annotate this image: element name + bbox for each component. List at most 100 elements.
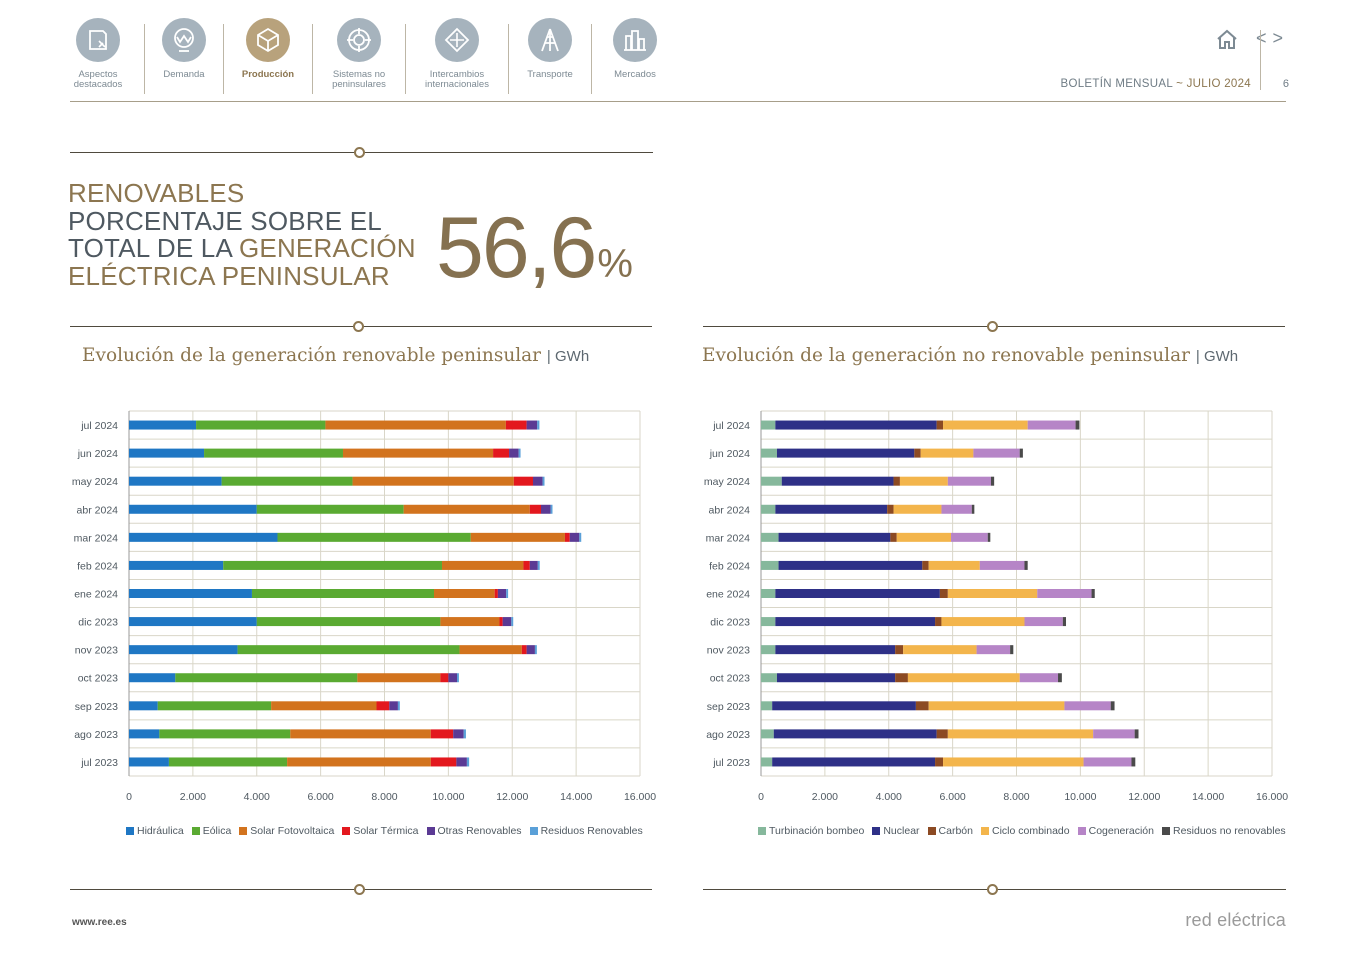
renewable-legend-item: Eólica [191,825,231,837]
header-divider [1260,30,1261,90]
renewable-bar-segment [513,476,534,486]
renewable-unit-text: GWh [555,348,590,365]
renewable-bar-segment [453,729,464,739]
renewable-bar-segment [526,420,538,430]
nonrenewable-bar-segment [936,420,944,430]
nav-item-transporte[interactable]: Transporte [519,18,581,80]
nonrenewable-bar-segment [775,617,936,627]
chevron-right-icon[interactable]: > [1272,28,1289,48]
renewable-legend-item: Otras Renovables [426,825,522,837]
nonrenewable-bar-segment [973,448,1020,458]
nonrenewable-legend-item: Cogeneración [1077,825,1154,837]
nav-item-label: Mercados [614,69,656,80]
nonrenewable-bar-segment [899,476,948,486]
nonrenewable-bar-segment [928,560,980,570]
renewable-category-label: abr 2024 [77,504,119,516]
nav-divider [508,24,509,94]
nav-item-sistemas[interactable]: Sistemas no peninsulares [323,18,395,90]
nonrenewable-bar-segment [775,420,937,430]
renewable-x-tick-label: 10.000 [432,791,464,803]
footer-url[interactable]: www.ree.es [72,917,127,928]
renewable-bar-segment [534,645,537,655]
renewable-bar-segment [440,617,500,627]
nav-item-intercambios[interactable]: Intercambios internacionales [416,18,498,90]
renewable-bar-segment [129,504,257,514]
nonrenewable-bar-segment [979,560,1025,570]
renewable-bar-segment [526,645,535,655]
renewable-bar-segment [470,532,565,542]
nonrenewable-x-tick-label: 2.000 [812,791,838,803]
renewable-legend-swatch [426,827,435,835]
nav-item-produccion[interactable]: Producción [234,18,302,80]
nonrenewable-legend-label: Ciclo combinado [991,825,1070,837]
nonrenewable-legend-item: Turbinación bombeo [758,825,864,837]
renewable-legend-label: Solar Térmica [353,825,419,837]
nonrenewable-bar-segment [890,532,897,542]
renewable-bar-segment [352,476,514,486]
nonrenewable-category-label: mar 2024 [706,532,751,544]
nonrenewable-category-label: ene 2024 [706,589,750,601]
renewable-bar-segment [256,504,404,514]
renewable-x-tick-label: 0 [126,791,132,803]
renewable-bar-segment [434,589,495,598]
renewable-legend-swatch [239,827,248,835]
renewable-title-unit: | GWh [546,348,590,365]
nonrenewable-bar-segment [895,645,904,655]
nonrenewable-legend-swatch [927,827,936,835]
renewable-bar-segment [389,701,398,711]
nonrenewable-legend-swatch [1077,827,1086,835]
renewable-bar-segment [342,448,494,458]
kpi-line-3a: TOTAL DE LA [68,233,239,263]
nav-item-mercados[interactable]: Mercados [602,18,668,80]
nonrenewable-legend-item: Nuclear [872,825,920,837]
section-divider [70,147,653,158]
renewable-bar-segment [271,701,377,711]
nav-item-aspectos[interactable]: Aspectos destacados [62,18,134,90]
renewable-bar-segment [564,532,570,542]
renewable-category-label: oct 2023 [78,673,118,685]
renewable-bar-segment [459,645,522,655]
nonrenewable-bar-segment [1024,560,1028,570]
renewable-bar-segment [129,757,169,767]
nonrenewable-bar-segment [928,701,1065,711]
renewable-bar-segment [196,420,326,430]
chevron-left-icon[interactable]: < [1255,28,1273,48]
nonrenewable-bar-segment [776,673,896,683]
renewable-bar-segment [499,617,503,627]
nonrenewable-chart: 0 2.000 4.000 6.000 8.000 10.000 12.000 14.000 1… [704,410,1288,803]
renewable-legend-label: Solar Fotovoltaica [250,825,335,837]
renewable-bar-segment [497,589,507,598]
nonrenewable-bar-segment [887,504,894,514]
renewable-bar-segment [168,757,288,767]
renewable-category-label: jun 2024 [77,448,118,460]
nonrenewable-bar-segment [1134,729,1139,739]
renewable-category-label: mar 2024 [74,532,119,544]
target-icon [337,18,381,62]
nonrenewable-bar-segment [939,589,948,598]
renewable-x-tick-label: 6.000 [307,791,333,803]
renewable-bar-segment [397,701,400,711]
renewable-bar-segment [466,757,470,767]
page-number: 6 [1282,78,1289,90]
nav-item-label: Aspectos destacados [73,69,123,90]
renewable-bar-segment [505,420,527,430]
nonrenewable-bar-segment [903,645,977,655]
nonrenewable-legend-swatch [1162,827,1170,835]
renewable-category-label: nov 2023 [75,645,118,657]
bulletin-label: BOLETÍN MENSUAL ~ JULIO 2024 [1061,78,1251,90]
nonrenewable-bar-segment [1058,673,1062,683]
nonrenewable-legend-label: Turbinación bombeo [769,825,865,837]
renewable-bar-segment [129,448,205,458]
nonrenewable-bar-segment [773,729,937,739]
nav-item-label: Intercambios internacionales [425,69,489,90]
nav-item-demanda[interactable]: Demanda [155,18,213,80]
nonrenewable-bar-segment [920,448,974,458]
nonrenewable-category-label: oct 2023 [710,673,750,685]
renewable-bar-segment [511,617,514,627]
diamond-arrows-icon [435,18,479,62]
renewable-legend-swatch [342,827,351,835]
renewable-bar-segment [537,420,540,430]
renewable-x-tick-label: 8.000 [371,791,397,803]
home-icon[interactable] [1215,28,1239,55]
nav-item-label: Demanda [163,69,205,80]
